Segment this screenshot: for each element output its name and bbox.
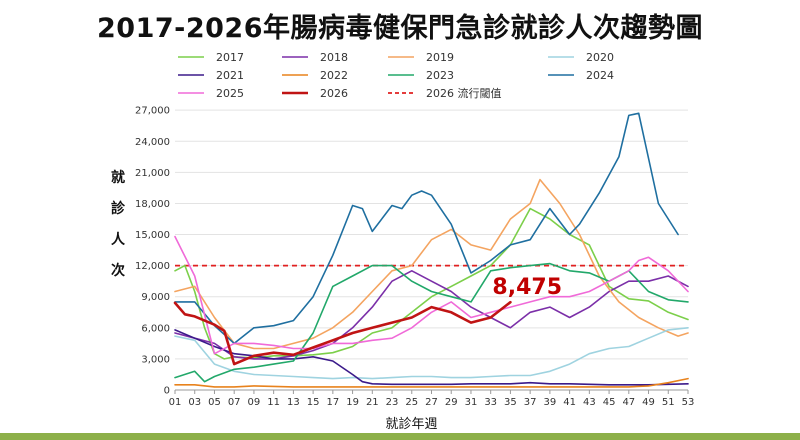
y-axis-title-char: 次 [111, 262, 125, 279]
y-tick-label: 24,000 [135, 137, 170, 148]
x-tick-label: 21 [366, 397, 379, 408]
legend-label: 2022 [320, 69, 348, 82]
series-line-2020 [174, 327, 689, 380]
x-tick-label: 41 [563, 397, 576, 408]
x-tick-label: 31 [465, 397, 478, 408]
page-title: 2017-2026年腸病毒健保門急診就診人次趨勢圖 [97, 13, 703, 44]
x-tick-label: 51 [662, 397, 675, 408]
x-tick-label: 07 [228, 397, 241, 408]
x-tick-label: 39 [544, 397, 557, 408]
y-tick-label: 0 [164, 386, 170, 397]
x-tick-label: 11 [267, 397, 280, 408]
legend-label: 2019 [426, 51, 454, 64]
series-line-2024 [174, 112, 679, 345]
x-tick-label: 01 [169, 397, 182, 408]
x-tick-label: 25 [405, 397, 418, 408]
x-tick-label: 03 [188, 397, 201, 408]
x-tick-label: 53 [682, 397, 695, 408]
y-tick-label: 27,000 [135, 106, 170, 117]
series-line-2022 [174, 377, 689, 388]
x-tick-label: 09 [248, 397, 261, 408]
bottom-bar [0, 433, 800, 440]
y-tick-label: 6,000 [141, 323, 170, 334]
y-tick-label: 9,000 [141, 292, 170, 303]
x-tick-label: 45 [603, 397, 616, 408]
y-axis-title-char: 人 [111, 231, 126, 248]
y-tick-label: 18,000 [135, 199, 170, 210]
y-tick-label: 12,000 [135, 261, 170, 272]
x-axis-title: 就診年週 [385, 416, 437, 432]
series-line-2021 [174, 329, 689, 386]
legend-label: 2018 [320, 51, 348, 64]
legend-label: 2026 流行閾值 [426, 86, 502, 100]
x-tick-label: 13 [287, 397, 300, 408]
y-axis-title-char: 就 [111, 169, 125, 186]
annotation-2026-value: 8,475 [492, 275, 562, 300]
y-tick-label: 21,000 [135, 168, 170, 179]
x-tick-label: 43 [583, 397, 596, 408]
legend-label: 2026 [320, 87, 348, 100]
x-tick-label: 27 [425, 397, 438, 408]
y-tick-label: 3,000 [141, 354, 170, 365]
series-line-2026 [173, 300, 512, 366]
x-tick-label: 37 [524, 397, 537, 408]
y-axis-title-char: 診 [111, 200, 126, 217]
x-tick-label: 17 [326, 397, 339, 408]
legend-label: 2017 [216, 51, 244, 64]
legend-label: 2025 [216, 87, 244, 100]
series-line-2019 [174, 178, 689, 350]
series-line-2025 [174, 235, 689, 355]
x-tick-label: 49 [642, 397, 655, 408]
x-tick-label: 33 [484, 397, 497, 408]
series-line-2017 [174, 207, 689, 360]
series-line-2023 [174, 262, 689, 383]
legend-label: 2020 [586, 51, 614, 64]
x-tick-label: 29 [445, 397, 458, 408]
legend-label: 2024 [586, 69, 614, 82]
series-line-2018 [174, 270, 689, 360]
legend-label: 2021 [216, 69, 244, 82]
x-tick-label: 05 [208, 397, 221, 408]
y-tick-label: 15,000 [135, 230, 170, 241]
x-tick-label: 19 [346, 397, 359, 408]
x-tick-label: 23 [386, 397, 399, 408]
x-tick-label: 15 [307, 397, 320, 408]
x-tick-label: 35 [504, 397, 517, 408]
legend-label: 2023 [426, 69, 454, 82]
x-tick-label: 47 [622, 397, 635, 408]
